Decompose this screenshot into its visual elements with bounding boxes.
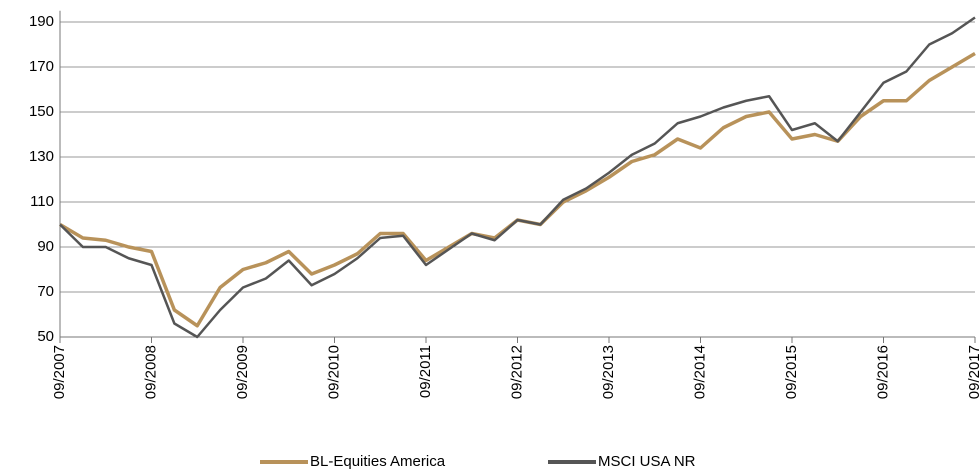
y-tick-label: 90 <box>37 238 54 255</box>
x-tick-label: 09/2010 <box>325 345 342 399</box>
legend-label: BL-Equities America <box>310 453 446 470</box>
y-tick-label: 190 <box>29 13 54 30</box>
y-tick-label: 50 <box>37 328 54 345</box>
y-tick-label: 170 <box>29 58 54 75</box>
y-tick-label: 130 <box>29 148 54 165</box>
y-tick-label: 150 <box>29 103 54 120</box>
x-tick-label: 09/2013 <box>600 345 617 399</box>
x-tick-label: 09/2012 <box>508 345 525 399</box>
x-tick-label: 09/2016 <box>874 345 891 399</box>
legend-label: MSCI USA NR <box>598 453 696 470</box>
x-tick-label: 09/2014 <box>691 345 708 399</box>
x-tick-label: 09/2015 <box>783 345 800 399</box>
x-tick-label: 09/2009 <box>234 345 251 399</box>
x-tick-label: 09/2017 <box>966 345 979 399</box>
y-tick-label: 110 <box>30 193 54 210</box>
x-tick-label: 09/2007 <box>51 345 68 399</box>
series-line <box>59 51 976 328</box>
y-tick-label: 70 <box>37 283 54 300</box>
series-line <box>59 16 976 339</box>
x-tick-label: 09/2011 <box>417 345 434 398</box>
x-tick-label: 09/2008 <box>142 345 159 399</box>
